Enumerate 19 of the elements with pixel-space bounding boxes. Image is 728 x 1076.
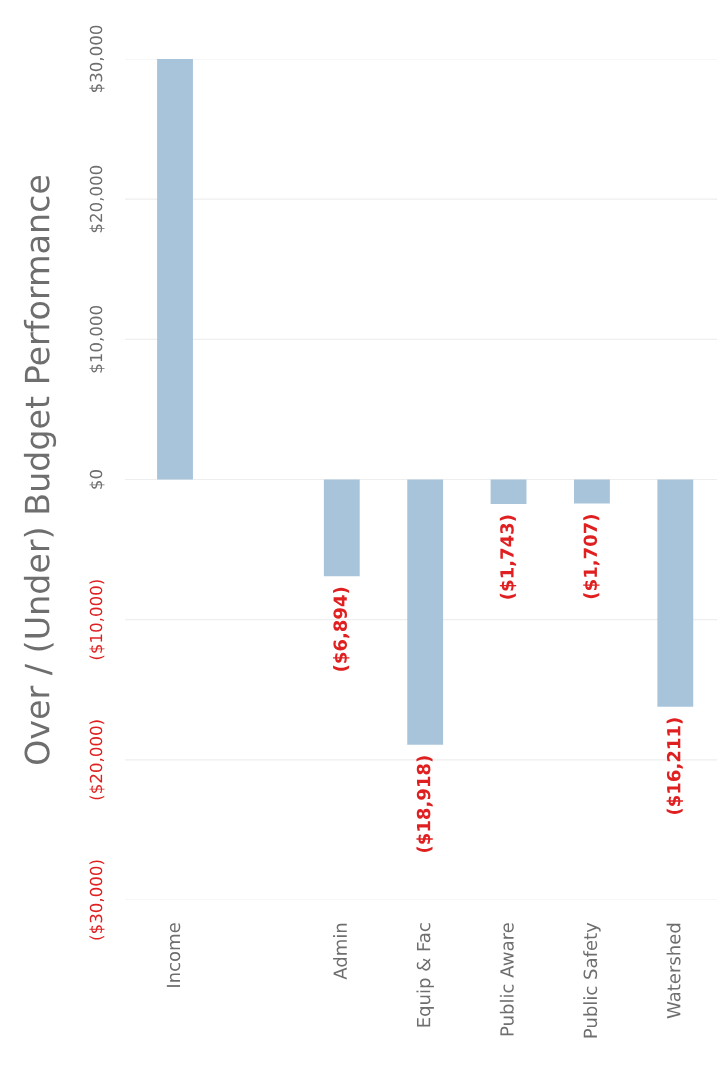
y-tick-label: $20,000 bbox=[89, 165, 105, 233]
y-tick-label: ($10,000) bbox=[89, 580, 105, 660]
x-tick-label: Income bbox=[166, 923, 181, 987]
x-tick-label: Watershed bbox=[666, 923, 681, 1019]
data-label: ($1,743) bbox=[499, 515, 517, 599]
y-tick-label: ($30,000) bbox=[89, 860, 105, 940]
x-tick-label: Equip & Fac bbox=[416, 923, 434, 1027]
data-label: ($6,894) bbox=[333, 587, 350, 671]
x-tick-label: Admin bbox=[333, 923, 348, 980]
y-tick-label: $0 bbox=[89, 470, 105, 489]
text: Over / (Under) Budget Performance bbox=[23, 175, 57, 765]
x-tick-label: Public Safety bbox=[583, 922, 601, 1038]
x-tick-label: Public Aware bbox=[499, 923, 514, 1036]
data-label: ($1,707) bbox=[583, 515, 600, 599]
y-tick-label: $30,000 bbox=[89, 25, 105, 93]
data-label: ($18,918) bbox=[416, 756, 433, 852]
y-tick-label: $10,000 bbox=[89, 305, 105, 373]
data-label: ($16,211) bbox=[666, 718, 683, 814]
y-tick-label: ($20,000) bbox=[89, 720, 105, 800]
